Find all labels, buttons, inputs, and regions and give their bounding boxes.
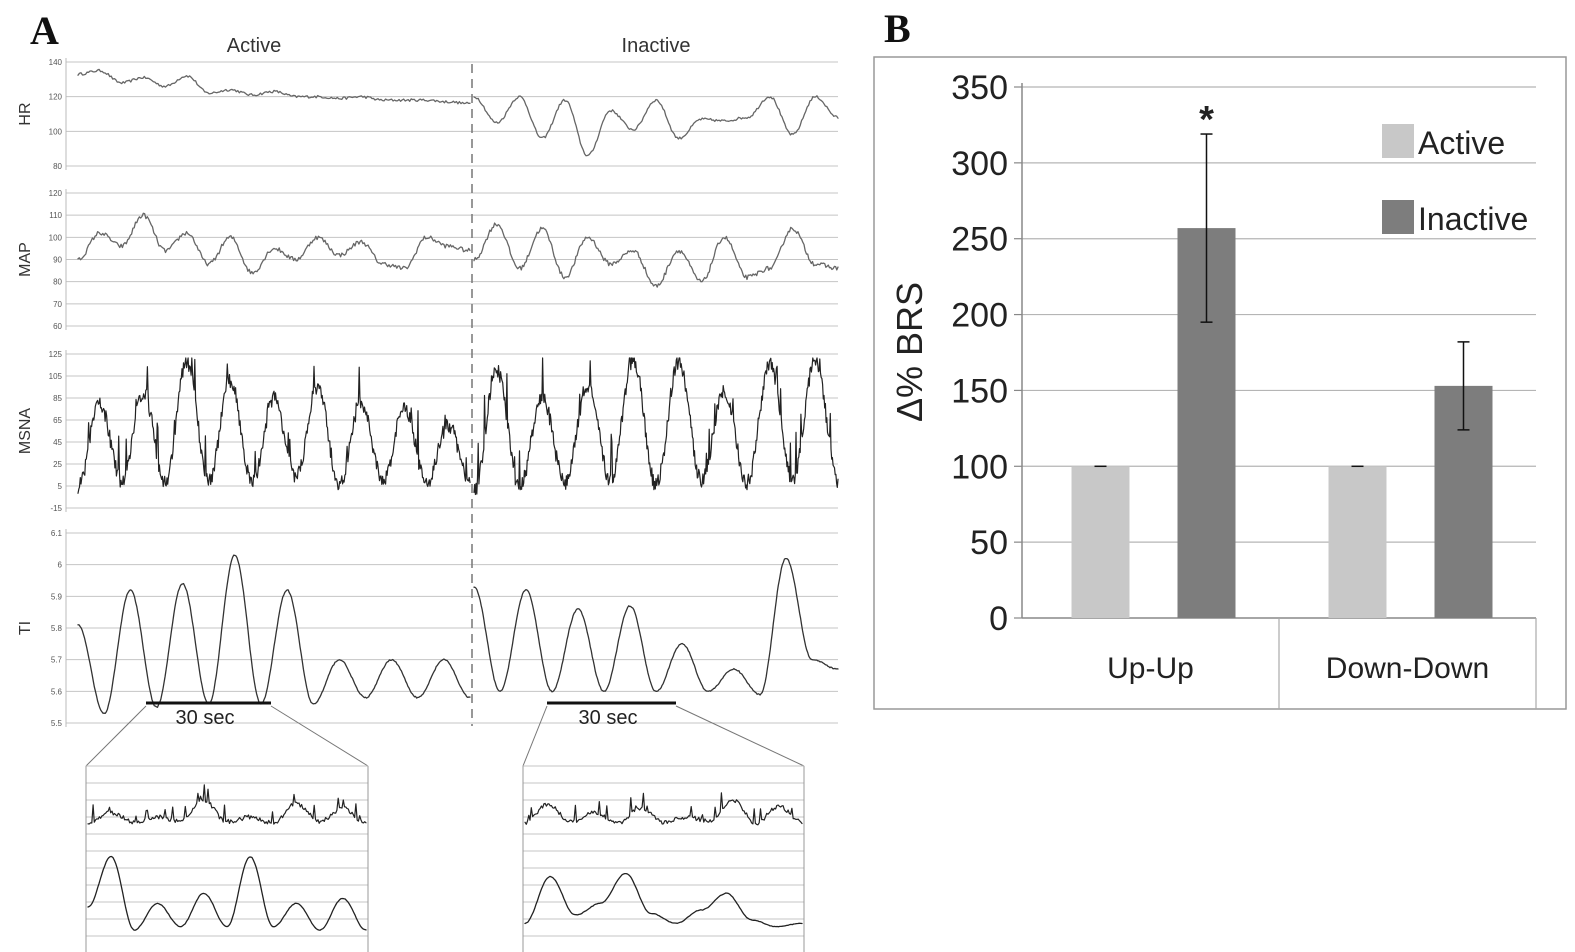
physiological-traces: 80 100 120 140 HR 60 70 80 90 100 110 120 MAP -15 5 25 4… [17,58,839,728]
y-tick-label: -15 [50,504,62,513]
y-tick-label: 5.9 [51,592,63,601]
ti-track: 5.5 5.6 5.7 5.8 5.9 6 6.1 TI [17,529,839,728]
bar-down-down-active [1328,466,1387,618]
trace-hr-active [77,68,471,105]
condition-title-active: Active [227,35,281,57]
bar-chart: 0 50 100 150 200 250 300 350 Δ% BRS * Up-Up Down-Do… [889,69,1537,709]
y-tick-label: 5.5 [51,719,63,728]
panel-b: B 0 50 100 150 200 250 300 350 Δ% BRS * Up-Up Down-… [873,6,1567,710]
trace-map-inactive [473,222,839,288]
bar-y-axis-label: Δ% BRS [889,282,930,422]
y-tick-label: 100 [49,233,63,242]
condition-title-inactive: Inactive [622,35,691,57]
trace-ti-inactive [473,557,839,696]
bar-y-tick-label: 350 [951,69,1008,107]
zoom-inset-active [85,765,369,952]
hr-track: 80 100 120 140 HR [17,58,839,171]
y-tick-label: 110 [49,211,62,220]
scale-bar-label-active: 30 sec [176,707,235,729]
y-tick-label: 80 [53,278,62,287]
significance-marker: * [1199,99,1214,141]
trace-map-active [77,212,471,275]
y-axis-label: HR [17,102,34,125]
panel-b-letter: B [884,6,911,51]
y-tick-label: 5.7 [51,656,63,665]
inset-ti-trace [524,872,803,928]
zoom-connector-inactive-right [675,705,805,767]
trace-msna-inactive [473,357,839,496]
legend-swatch-inactive [1382,200,1414,234]
zoom-connector-inactive-left [522,705,548,767]
zoom-connector-active-right [270,705,369,767]
bar-y-tick-label: 300 [951,145,1008,183]
panel-a-letter: A [30,8,59,53]
bar-y-tick-label: 200 [951,297,1008,335]
y-tick-label: 100 [49,127,63,136]
zoom-inset-inactive [522,765,805,952]
scale-bar-label-inactive: 30 sec [579,707,638,729]
trace-ti-active [77,554,471,715]
y-tick-label: 120 [49,189,63,198]
zoom-connector-active-left [85,705,147,767]
inset-msna-trace [87,784,367,825]
y-tick-label: 105 [49,372,63,381]
y-tick-label: 70 [53,300,62,309]
y-tick-label: 85 [53,394,62,403]
y-tick-label: 5 [58,482,63,491]
y-tick-label: 140 [49,58,63,67]
y-tick-label: 120 [49,93,63,102]
y-tick-label: 80 [53,162,62,171]
y-tick-label: 90 [53,256,62,265]
y-tick-label: 65 [53,416,62,425]
y-axis-label: MAP [17,242,34,277]
y-tick-label: 6 [58,561,63,570]
y-tick-label: 6.1 [51,529,63,538]
legend-swatch-active [1382,124,1414,158]
category-label: Up-Up [1107,652,1194,685]
bar-y-tick-label: 250 [951,221,1008,259]
panel-a: A Active Inactive 80 100 120 140 HR 60 70 80 90 1… [17,8,839,952]
y-tick-label: 25 [53,460,62,469]
y-tick-label: 60 [53,322,62,331]
inset-msna-trace [524,792,803,826]
y-tick-label: 125 [49,350,63,359]
bar-up-up-active [1071,466,1130,618]
legend-label-active: Active [1418,125,1505,161]
msna-track: -15 5 25 45 65 85 105 125 MSNA [17,350,839,513]
inset-ti-trace [87,855,367,931]
bar-y-tick-label: 150 [951,372,1008,410]
y-axis-label: TI [17,621,34,635]
legend-label-inactive: Inactive [1418,201,1528,237]
bar-y-tick-label: 50 [970,524,1008,562]
bar-y-tick-label: 100 [951,448,1008,486]
category-label: Down-Down [1326,652,1489,685]
map-track: 60 70 80 90 100 110 120 MAP [17,189,839,331]
y-axis-label: MSNA [17,408,34,455]
y-tick-label: 5.8 [51,624,63,633]
trace-msna-active [77,357,471,494]
trace-hr-inactive [473,95,839,157]
y-tick-label: 5.6 [51,687,63,696]
bar-y-tick-label: 0 [989,600,1008,638]
y-tick-label: 45 [53,438,62,447]
